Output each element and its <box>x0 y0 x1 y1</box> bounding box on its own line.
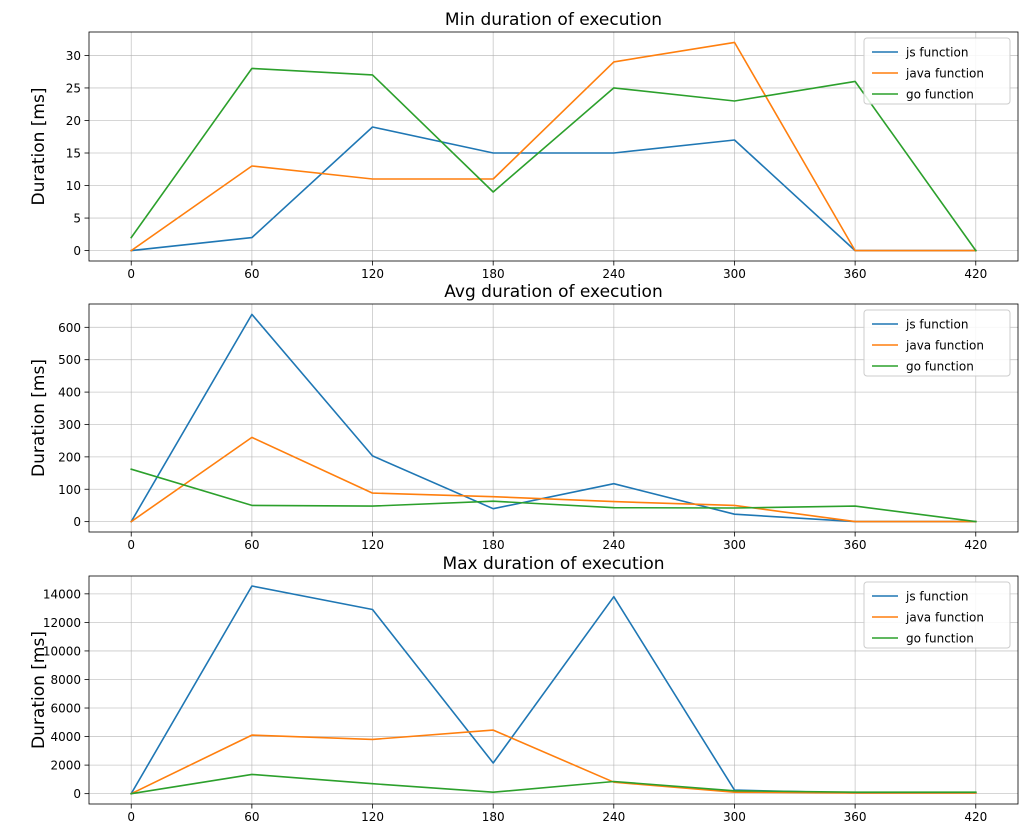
legend-label: js function <box>905 590 968 604</box>
x-tick-label: 180 <box>482 810 505 824</box>
y-tick-label: 10000 <box>43 644 81 658</box>
x-tick-label: 420 <box>964 538 987 552</box>
x-tick-label: 420 <box>964 267 987 281</box>
chart-title: Avg duration of execution <box>444 282 662 302</box>
legend-label: java function <box>905 611 984 625</box>
y-tick-label: 5 <box>73 212 81 226</box>
x-tick-label: 240 <box>602 267 625 281</box>
series-line-java-function <box>130 41 977 252</box>
x-tick-label: 0 <box>127 810 135 824</box>
y-tick-label: 8000 <box>50 673 81 687</box>
x-tick-label: 120 <box>361 267 384 281</box>
axes-frame <box>88 575 1019 805</box>
legend-box <box>863 581 1011 649</box>
y-tick-label: 2000 <box>50 759 81 773</box>
y-tick-label: 25 <box>66 81 81 95</box>
legend-box <box>863 37 1011 105</box>
x-tick-label: 240 <box>602 538 625 552</box>
x-tick-label: 180 <box>482 538 505 552</box>
x-tick-label: 300 <box>723 267 746 281</box>
series-line-java-function <box>130 436 977 523</box>
y-tick-label: 0 <box>73 515 81 529</box>
series-line-js-function <box>130 313 977 523</box>
legend: js function java function go function <box>863 581 1011 649</box>
legend: js function java function go function <box>863 309 1011 377</box>
x-tick-label: 60 <box>244 538 259 552</box>
y-tick-label: 600 <box>58 321 81 335</box>
x-tick-label: 0 <box>127 538 135 552</box>
legend-label: go function <box>906 360 974 374</box>
series-line-go-function <box>130 773 977 795</box>
y-axis-label: Duration [ms] <box>29 359 49 477</box>
y-tick-label: 30 <box>66 49 81 63</box>
chart-title: Max duration of execution <box>442 554 664 574</box>
y-tick-label: 14000 <box>43 587 81 601</box>
x-tick-label: 420 <box>964 810 987 824</box>
gridlines <box>89 304 1018 532</box>
x-tick-label: 120 <box>361 538 384 552</box>
y-tick-label: 200 <box>58 450 81 464</box>
legend-label: java function <box>905 67 984 81</box>
x-tick-label: 360 <box>844 538 867 552</box>
y-tick-label: 6000 <box>50 702 81 716</box>
y-tick-label: 20 <box>66 114 81 128</box>
x-tick-label: 360 <box>844 810 867 824</box>
y-tick-label: 0 <box>73 244 81 258</box>
legend-label: java function <box>905 339 984 353</box>
x-tick-label: 60 <box>244 810 259 824</box>
x-tick-label: 0 <box>127 267 135 281</box>
axes-frame <box>88 303 1019 533</box>
x-tick-label: 240 <box>602 810 625 824</box>
y-tick-label: 100 <box>58 483 81 497</box>
y-axis-label: Duration [ms] <box>29 631 49 749</box>
legend-label: js function <box>905 318 968 332</box>
y-tick-label: 12000 <box>43 616 81 630</box>
y-tick-label: 400 <box>58 386 81 400</box>
chart-panel-2: 0 60 120 180 240 300 360 420 0 100 200 300 400 500 600… <box>29 282 1019 552</box>
series-line-java-function <box>130 729 977 795</box>
legend-label: go function <box>906 632 974 646</box>
x-tick-label: 360 <box>844 267 867 281</box>
y-tick-label: 4000 <box>50 730 81 744</box>
series-line-go-function <box>130 67 977 252</box>
x-tick-label: 300 <box>723 810 746 824</box>
series-line-go-function <box>130 468 977 523</box>
chart-panel-3: 0 60 120 180 240 300 360 420 0 2000 4000 6000 8000 10… <box>29 554 1019 824</box>
y-tick-label: 300 <box>58 418 81 432</box>
y-tick-label: 10 <box>66 179 81 193</box>
y-axis-label: Duration [ms] <box>29 88 49 206</box>
legend-box <box>863 309 1011 377</box>
y-tick-label: 500 <box>58 353 81 367</box>
legend: js function java function go function <box>863 37 1011 105</box>
axes-frame <box>88 31 1019 262</box>
x-tick-label: 300 <box>723 538 746 552</box>
chart-title: Min duration of execution <box>445 10 662 30</box>
series-line-js-function <box>130 126 977 252</box>
y-tick-label: 0 <box>73 787 81 801</box>
chart-panel-1: 0 60 120 180 240 300 360 420 0 5 10 15 20 25 30 Min dur… <box>29 10 1019 281</box>
x-tick-label: 120 <box>361 810 384 824</box>
series-line-js-function <box>130 585 977 795</box>
x-tick-label: 60 <box>244 267 259 281</box>
x-tick-label: 180 <box>482 267 505 281</box>
legend-label: js function <box>905 46 968 60</box>
legend-label: go function <box>906 88 974 102</box>
y-tick-label: 15 <box>66 147 81 161</box>
